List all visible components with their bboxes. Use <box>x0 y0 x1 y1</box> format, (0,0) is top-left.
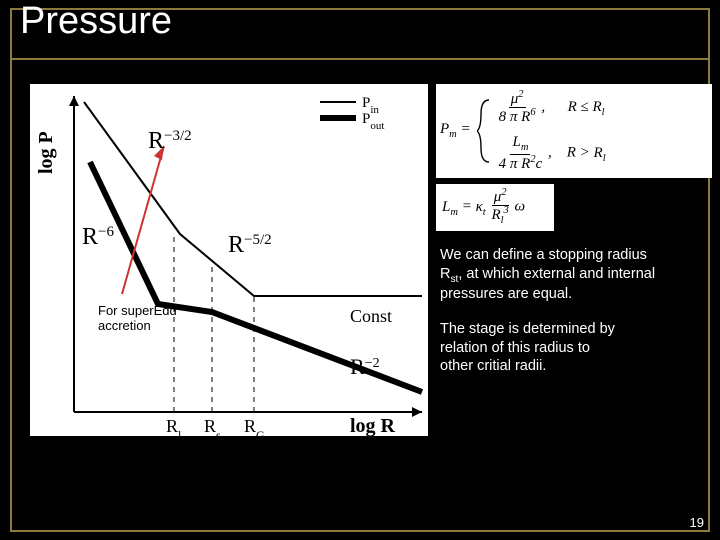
label-r-52: R−5/2 <box>228 232 272 258</box>
formula-pm-lhs: Pm = <box>440 121 471 140</box>
body-p2b: relation of this radius to <box>440 340 590 356</box>
body-p2: The stage is determined by relation of t… <box>440 320 712 376</box>
xtick-rs: Rs <box>204 416 221 436</box>
formula-pm-case2: Lm4 π R2c , R > Rl <box>497 135 606 172</box>
pressure-plot: log P Pin Pout R−3/2 R−6 R−5/2 Const R−2… <box>30 84 428 436</box>
annot-line1: For superEdd <box>98 303 177 318</box>
body-p2a: The stage is determined by <box>440 321 615 337</box>
label-const: Const <box>350 306 392 326</box>
page-title: Pressure <box>20 0 172 43</box>
ylabel-text: log P <box>35 131 57 174</box>
formula-pm: Pm = μ28 π R6 , R ≤ Rl Lm4 π R2c , R > R… <box>436 84 712 178</box>
formula-lm-content: Lm = κt μ2Rl3 ω <box>442 188 525 227</box>
title-block: Pressure <box>20 0 172 43</box>
xtick-rl: Rl <box>166 416 182 436</box>
body-p1: We can define a stopping radius Rst, at … <box>440 246 712 304</box>
page-number: 19 <box>690 515 704 530</box>
plot-svg: log P Pin Pout R−3/2 R−6 R−5/2 Const R−2… <box>30 84 428 436</box>
formula-pm-case1: μ28 π R6 , R ≤ Rl <box>497 90 606 125</box>
body-p1a: We can define a stopping radius <box>440 247 647 263</box>
brace-icon <box>477 98 491 164</box>
body-p2c: other critial radii. <box>440 358 546 374</box>
label-r-32: R−3/2 <box>148 128 192 154</box>
xlabel-text: log R <box>350 415 396 436</box>
label-r-6: R−6 <box>82 224 114 250</box>
xtick-rg: RG <box>244 416 265 436</box>
body-p1c: pressures are equal. <box>440 286 572 302</box>
title-underline <box>10 58 710 60</box>
annot-line2: accretion <box>98 318 151 333</box>
formula-lm: Lm = κt μ2Rl3 ω <box>436 184 554 231</box>
plot-annotation: For superEdd accretion <box>98 304 177 334</box>
body-p1b: Rst, at which external and internal <box>440 266 655 282</box>
